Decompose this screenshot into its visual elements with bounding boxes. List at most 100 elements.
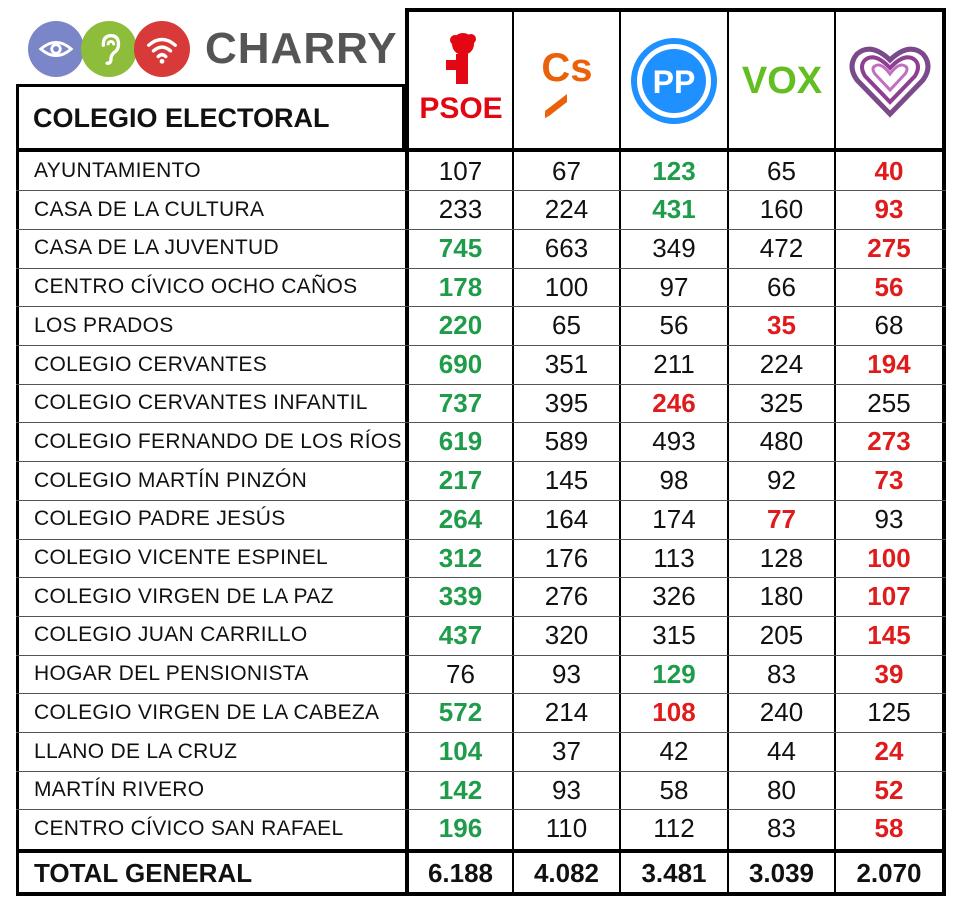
brand-name: CHARRY — [205, 24, 398, 73]
table-cell-value: 145 — [544, 465, 589, 496]
table-row-label: CASA DE LA CULTURA — [34, 197, 265, 221]
table-cell-value: 58 — [874, 813, 904, 844]
table-cell-value: 240 — [759, 697, 804, 728]
table-cell-value: 93 — [874, 194, 904, 225]
table-cell-value: 39 — [874, 658, 904, 689]
svg-text:PP: PP — [653, 64, 696, 100]
party-logo-podemos — [837, 12, 942, 149]
table-row-label: COLEGIO JUAN CARRILLO — [34, 623, 308, 647]
table-cell-value: 160 — [759, 194, 804, 225]
table-cell-value: 100 — [544, 271, 589, 302]
table-cell-value: 107 — [438, 155, 483, 186]
table-cell-value: 93 — [552, 658, 581, 689]
table-cell-value: 589 — [544, 426, 589, 457]
table-cell-value: 93 — [874, 503, 904, 534]
table-cell-value: 145 — [867, 619, 911, 650]
table-cell-value: 52 — [874, 774, 904, 805]
total-value-podemos: 2.070 — [856, 857, 922, 888]
table-cell-value: 125 — [867, 697, 911, 728]
table-cell-value: 142 — [438, 774, 483, 805]
psoe-logo-icon: PSOE — [419, 32, 503, 125]
table-cell-value: 97 — [659, 271, 689, 302]
table-cell-value: 690 — [438, 349, 483, 379]
table-cell-value: 217 — [438, 465, 483, 496]
table-cell-value: 42 — [659, 736, 689, 766]
table-cell-value: 619 — [438, 426, 483, 457]
party-logo-cs: Cs — [515, 12, 619, 149]
table-cell-value: 80 — [767, 774, 796, 805]
names-column-divider — [405, 12, 409, 896]
table-cell-value: 174 — [652, 503, 696, 534]
row-divider — [16, 615, 946, 617]
total-rule — [16, 849, 946, 853]
table-cell-value: 224 — [544, 194, 589, 225]
table-cell-value: 129 — [652, 658, 696, 689]
table-row-label: LLANO DE LA CRUZ — [34, 739, 238, 763]
table-cell-value: 264 — [438, 503, 483, 534]
table-row-label: CENTRO CÍVICO SAN RAFAEL — [34, 816, 344, 840]
row-divider — [16, 306, 946, 308]
table-cell-value: 437 — [438, 619, 483, 650]
table-cell-value: 112 — [653, 813, 695, 844]
table-row-label: LOS PRADOS — [34, 313, 174, 337]
col-divider — [619, 12, 621, 896]
wifi-icon — [134, 21, 190, 77]
row-divider — [16, 190, 946, 192]
table-cell-value: 56 — [659, 310, 689, 341]
table-cell-value: 737 — [438, 387, 483, 418]
table-cell-value: 480 — [759, 426, 804, 457]
col-divider — [727, 12, 729, 896]
table-cell-value: 110 — [545, 813, 588, 844]
table-cell-value: 431 — [652, 194, 696, 225]
table-cell-value: 83 — [767, 658, 796, 689]
table-cell-value: 339 — [438, 581, 483, 612]
table-cell-value: 220 — [438, 310, 483, 341]
table-cell-value: 320 — [544, 619, 589, 650]
table-cell-value: 315 — [652, 619, 696, 650]
brand-header: CHARRY — [28, 20, 398, 78]
table-cell-value: 312 — [438, 542, 483, 573]
table-cell-value: 123 — [652, 155, 696, 186]
table-cell-value: 67 — [552, 155, 581, 186]
row-divider — [16, 577, 946, 579]
row-divider — [16, 693, 946, 695]
vox-logo-icon: VOX — [742, 60, 823, 102]
table-row-label: HOGAR DEL PENSIONISTA — [34, 662, 309, 686]
table-row-label: CENTRO CÍVICO OCHO CAÑOS — [34, 275, 358, 299]
svg-text:Cs: Cs — [541, 46, 592, 90]
table-cell-value: 65 — [552, 310, 581, 341]
svg-text:VOX: VOX — [742, 60, 823, 102]
table-cell-value: 349 — [652, 232, 696, 263]
total-label: TOTAL GENERAL — [34, 857, 253, 888]
row-divider — [16, 345, 946, 346]
table-row-label: COLEGIO VICENTE ESPINEL — [34, 546, 328, 569]
table-cell-value: 276 — [544, 581, 589, 612]
table-cell-value: 351 — [544, 349, 589, 379]
row-divider — [16, 267, 946, 269]
table-row-label: CASA DE LA JUVENTUD — [34, 236, 279, 260]
party-logo-psoe: PSOE — [409, 12, 513, 149]
table-cell-value: 113 — [653, 542, 695, 573]
table-cell-value: 572 — [438, 697, 483, 728]
table-cell-value: 224 — [759, 349, 804, 379]
table-cell-value: 73 — [874, 465, 904, 496]
table-cell-value: 205 — [759, 619, 804, 650]
table-cell-value: 745 — [438, 232, 483, 263]
table-cell-value: 395 — [544, 387, 589, 418]
pp-logo-icon: PP — [631, 37, 717, 124]
heart-icon — [849, 46, 930, 118]
table-cell-value: 180 — [759, 581, 804, 612]
table-cell-value: 255 — [867, 387, 911, 418]
table-cell-value: 196 — [438, 813, 483, 844]
total-value-vox: 3.039 — [748, 857, 815, 888]
svg-text:PSOE: PSOE — [419, 92, 502, 125]
col-divider — [512, 12, 514, 896]
row-divider — [16, 422, 946, 424]
table-cell-value: 83 — [767, 813, 796, 844]
table-cell-value: 273 — [867, 426, 911, 457]
table-cell-value: 108 — [652, 697, 696, 728]
col-divider — [834, 12, 836, 896]
table-cell-value: 246 — [652, 387, 696, 418]
row-divider — [16, 499, 946, 501]
table-cell-value: 93 — [552, 774, 581, 805]
